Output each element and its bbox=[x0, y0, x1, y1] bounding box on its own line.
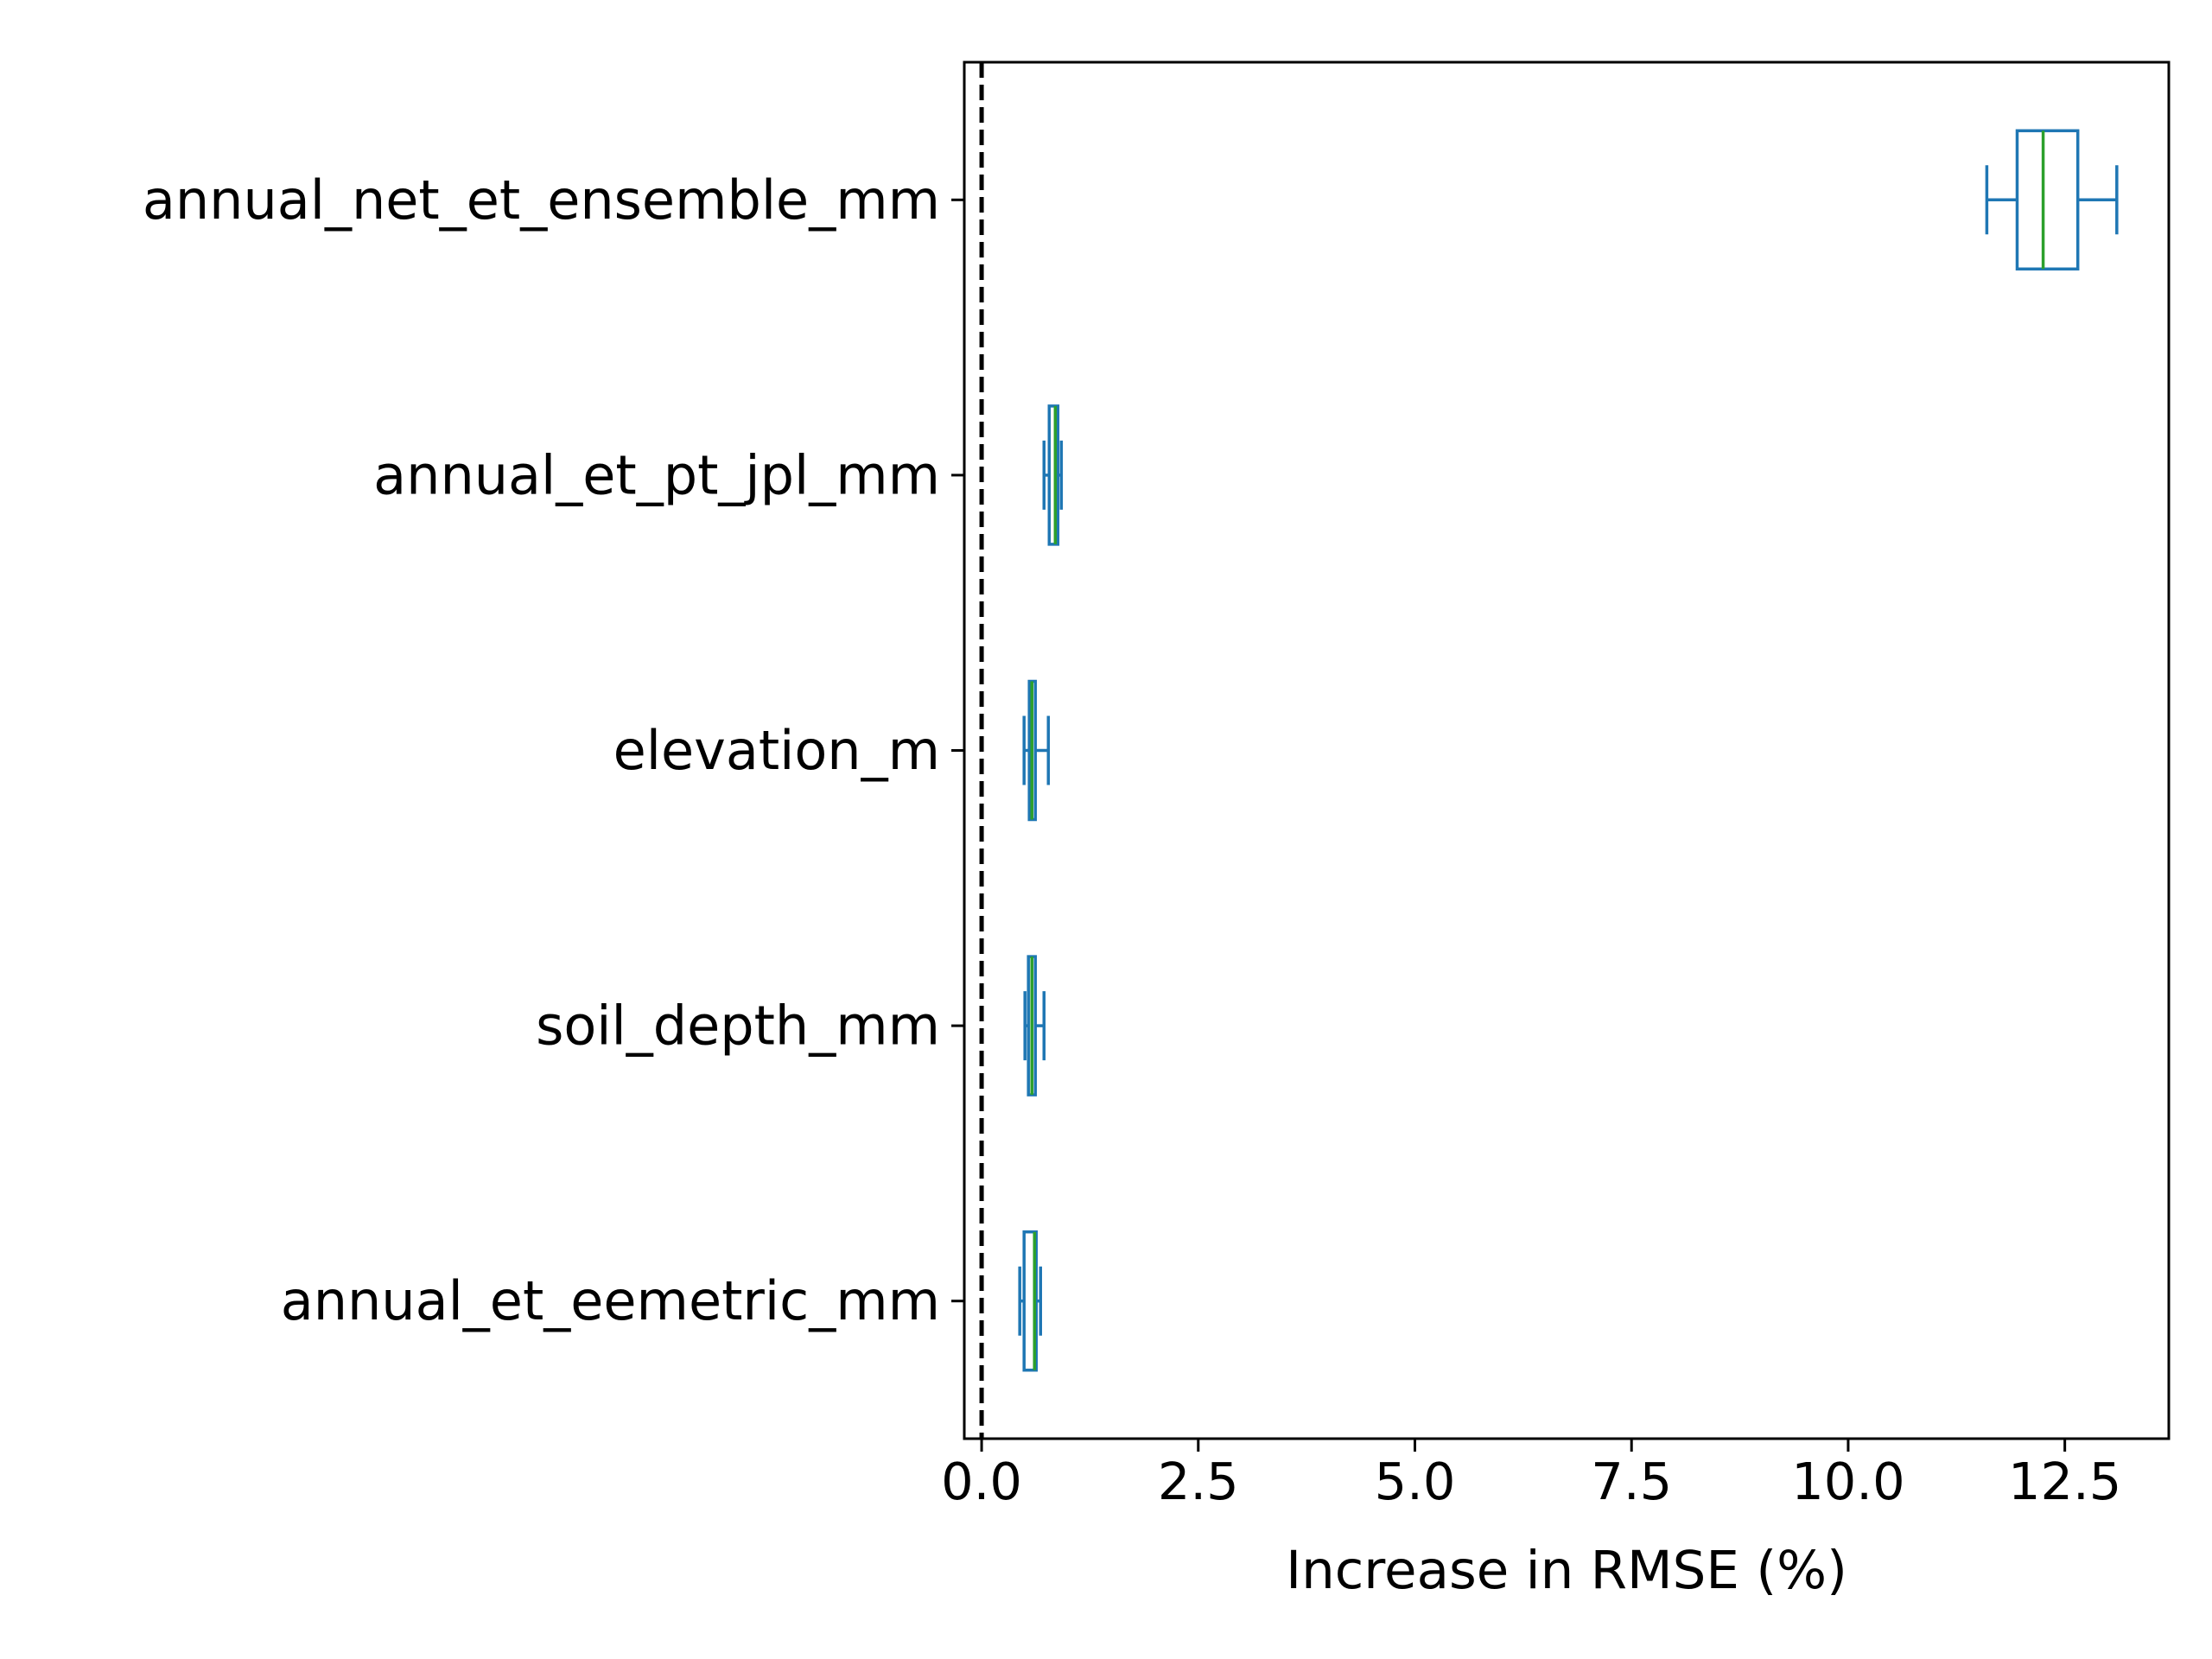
x-tick-label: 0.0 bbox=[941, 1452, 1022, 1511]
y-tick-label: annual_net_et_ensemble_mm bbox=[143, 168, 940, 232]
y-tick-label: annual_et_pt_jpl_mm bbox=[373, 443, 940, 506]
x-tick-label: 7.5 bbox=[1591, 1452, 1672, 1511]
box-group bbox=[1042, 404, 1064, 546]
y-tick-label: elevation_m bbox=[613, 719, 940, 782]
box-group bbox=[1022, 679, 1051, 822]
y-tick-label: soil_depth_mm bbox=[536, 995, 940, 1058]
y-tick-label: annual_et_eemetric_mm bbox=[281, 1269, 940, 1332]
iqr-box bbox=[2015, 129, 2080, 271]
iqr-box bbox=[1022, 1230, 1038, 1372]
x-tick-label: 2.5 bbox=[1158, 1452, 1239, 1511]
x-tick-label: 10.0 bbox=[1791, 1452, 1904, 1511]
iqr-box bbox=[1047, 404, 1060, 546]
box-group bbox=[1018, 1230, 1043, 1372]
x-tick-label: 12.5 bbox=[2008, 1452, 2121, 1511]
x-tick-label: 5.0 bbox=[1375, 1452, 1456, 1511]
box-group bbox=[1023, 955, 1046, 1096]
boxes-layer bbox=[1018, 129, 2119, 1372]
x-axis-label: Increase in RMSE (%) bbox=[1286, 1540, 1847, 1601]
ticks-layer: annual_net_et_ensemble_mm annual_et_pt_jp… bbox=[143, 168, 2121, 1511]
box-group bbox=[1985, 129, 2119, 271]
